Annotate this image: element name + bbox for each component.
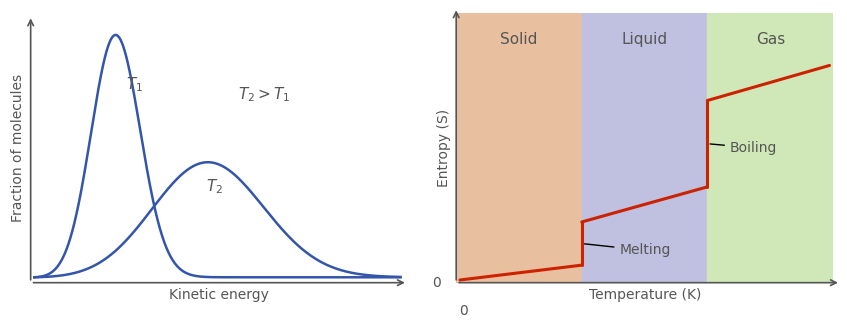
Bar [707,13,833,283]
X-axis label: Temperature (K): Temperature (K) [589,288,701,302]
Bar [457,13,582,283]
Text: Liquid: Liquid [622,32,667,47]
Text: $T_1$: $T_1$ [126,75,143,94]
X-axis label: Kinetic energy: Kinetic energy [169,288,269,302]
Text: Melting: Melting [584,243,671,257]
Text: Boiling: Boiling [710,141,778,155]
Bar [582,13,707,283]
Text: Gas: Gas [756,32,785,47]
Text: 0: 0 [432,276,441,290]
Text: 0: 0 [459,304,468,318]
Y-axis label: Fraction of molecules: Fraction of molecules [11,74,25,222]
Text: $T_2 > T_1$: $T_2 > T_1$ [238,85,291,104]
Y-axis label: Entropy (S): Entropy (S) [437,109,451,187]
Text: $T_2$: $T_2$ [207,177,224,195]
Text: Solid: Solid [501,32,538,47]
